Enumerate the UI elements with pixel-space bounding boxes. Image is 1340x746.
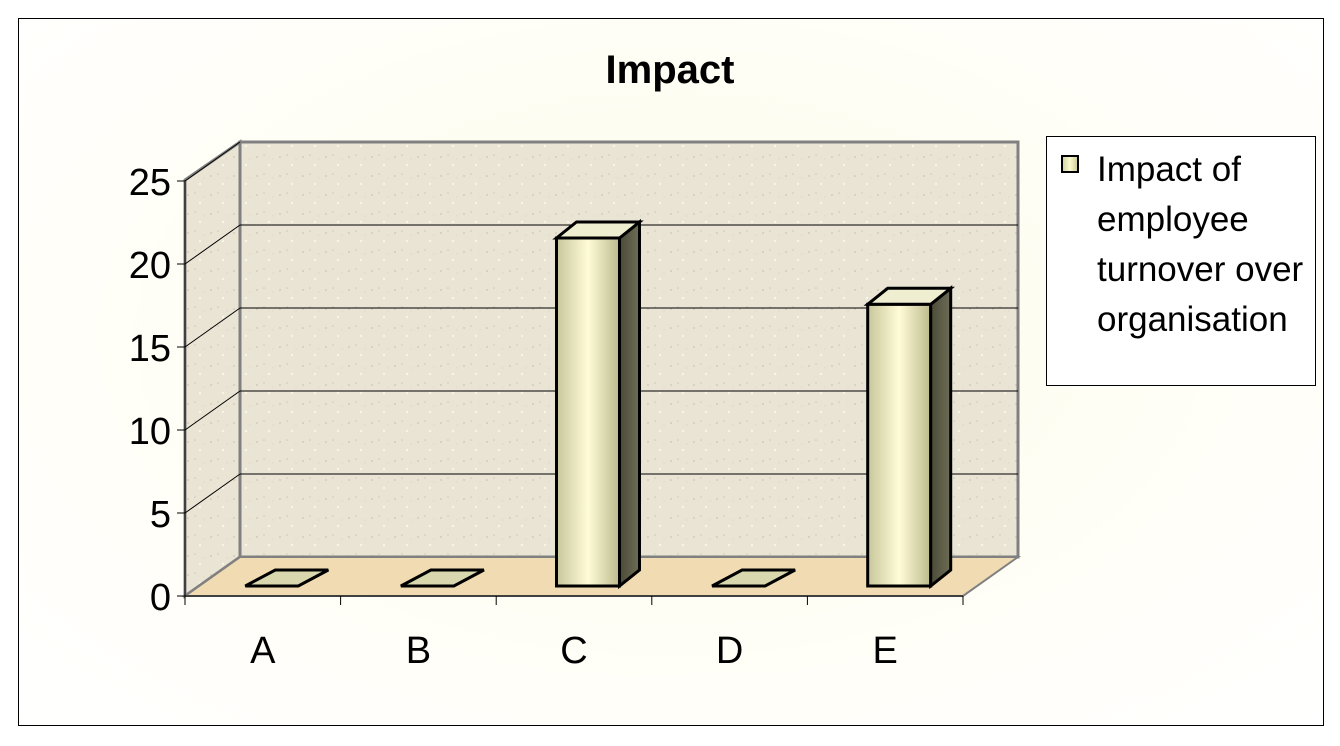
y-tick-label: 0 — [150, 577, 171, 619]
x-tick-label: A — [250, 630, 276, 672]
y-tick-label: 10 — [129, 411, 171, 453]
bar-B — [400, 568, 485, 588]
y-axis: 0 5 10 15 20 25 — [129, 162, 186, 619]
y-tick-label: 5 — [150, 494, 171, 536]
bar-E — [863, 285, 955, 590]
side-gridline — [184, 390, 241, 431]
side-gridline — [184, 307, 241, 348]
legend-label: Impact of employee turnover over organis… — [1097, 150, 1304, 339]
x-tick-label: C — [560, 630, 587, 672]
bar-A — [244, 568, 330, 588]
bar-C — [552, 218, 644, 590]
bars — [244, 218, 955, 590]
legend: Impact of employee turnover over organis… — [1046, 136, 1316, 386]
side-gridline — [184, 224, 241, 265]
x-tick-label: B — [406, 630, 431, 672]
y-tick-label: 15 — [129, 328, 171, 370]
legend-swatch — [1061, 155, 1079, 173]
side-gridline — [184, 141, 241, 182]
x-tick-label: E — [873, 630, 898, 672]
bar-D — [711, 568, 796, 588]
y-tick-label: 25 — [129, 162, 171, 204]
side-wall — [183, 139, 242, 599]
x-axis: A B C D E — [184, 595, 964, 672]
x-tick-label: D — [716, 630, 743, 672]
chart-title: Impact — [605, 48, 735, 92]
y-tick-label: 20 — [129, 245, 171, 287]
side-gridline — [184, 473, 241, 514]
